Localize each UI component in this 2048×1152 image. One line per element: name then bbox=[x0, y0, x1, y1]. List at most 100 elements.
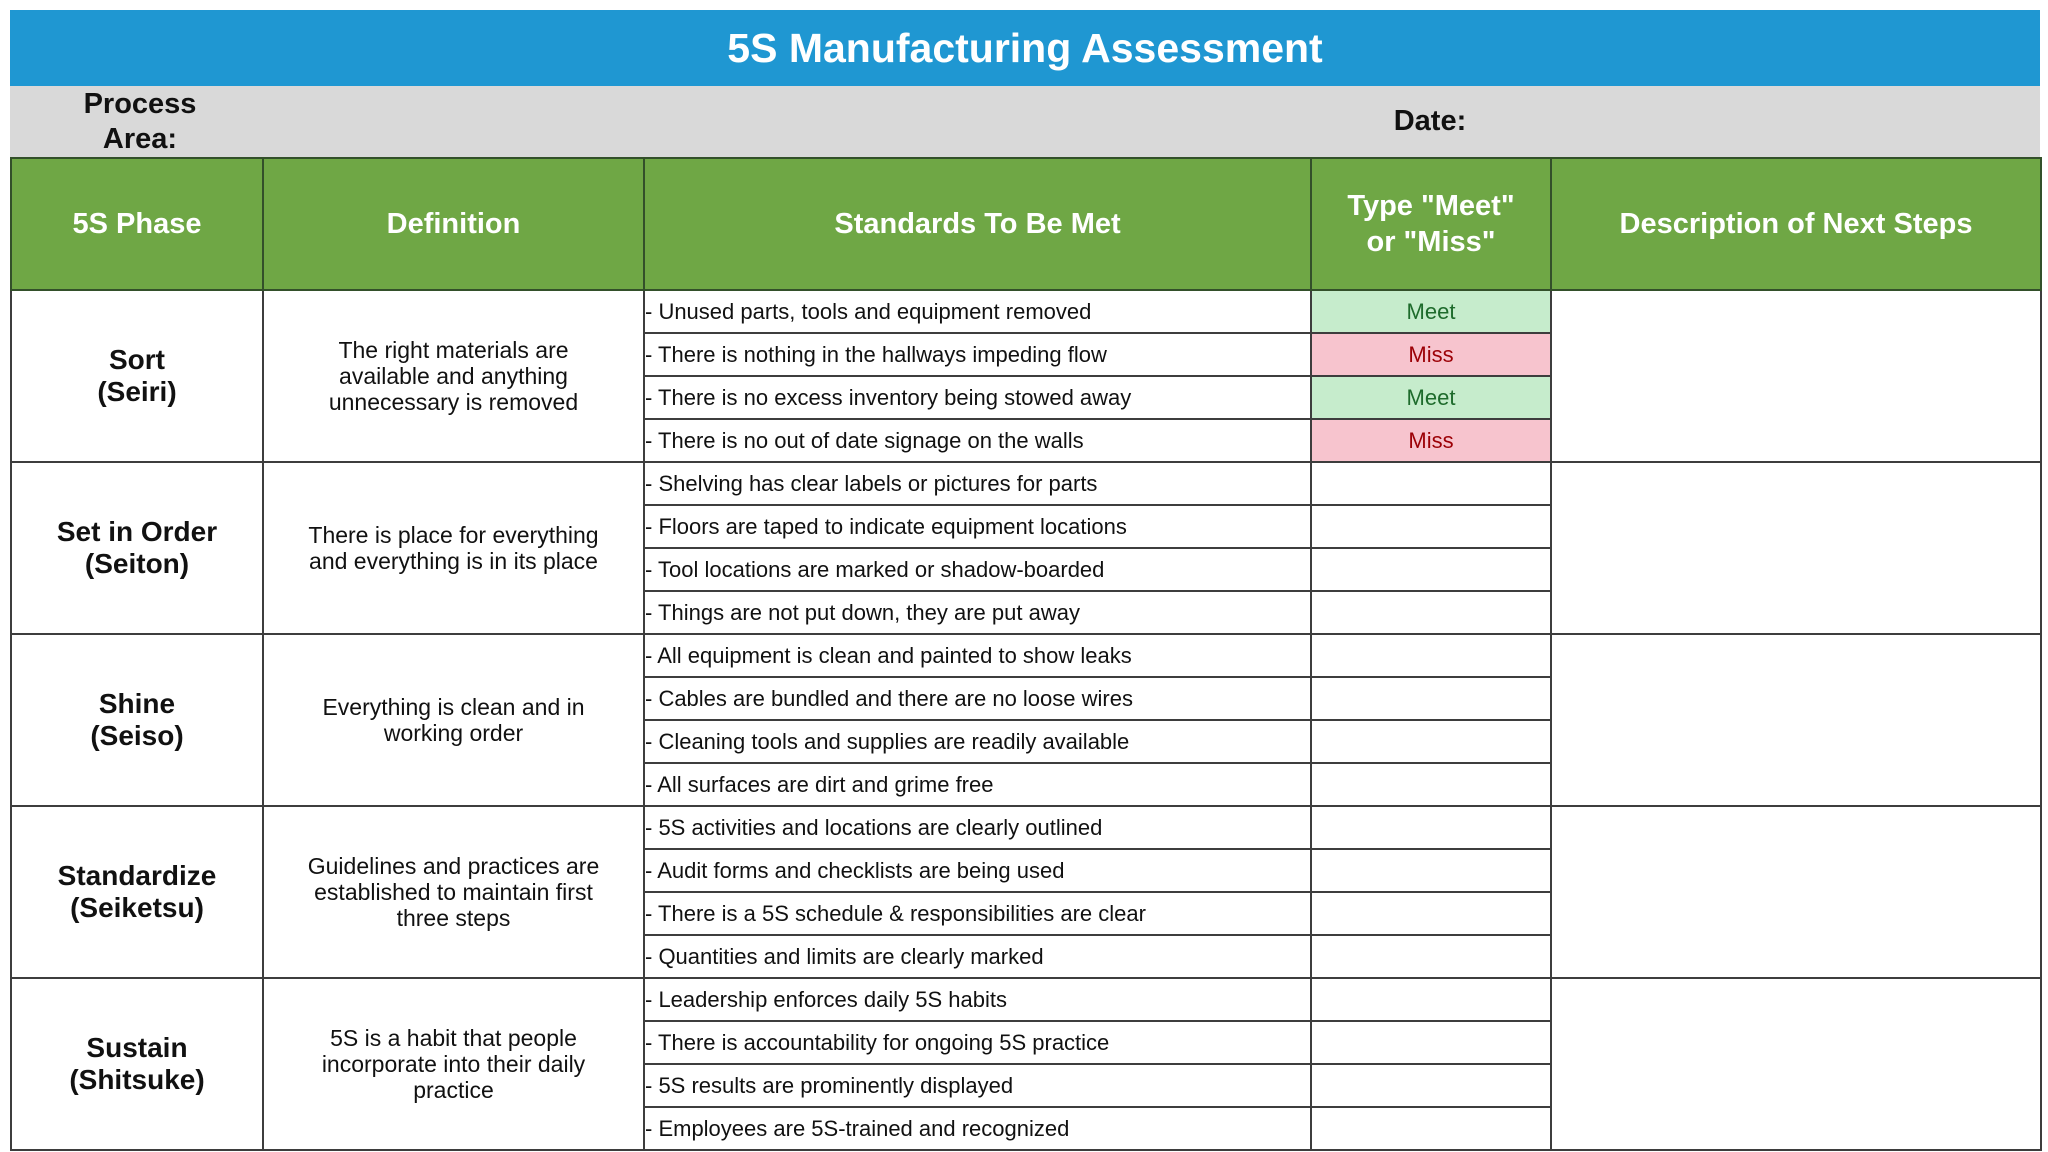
standard-cell: - Shelving has clear labels or pictures … bbox=[643, 461, 1312, 506]
definition-line: working order bbox=[383, 720, 524, 746]
table-row: Set in Order (Seiton) There is place for e… bbox=[10, 461, 2042, 635]
definition-line: and everything is in its place bbox=[309, 548, 598, 574]
standard-cell: - Employees are 5S-trained and recognize… bbox=[643, 1106, 1312, 1151]
standard-cell: - 5S results are prominently displayed bbox=[643, 1063, 1312, 1108]
table-row: - Tool locations are marked or shadow-bo… bbox=[11, 547, 2041, 592]
definition-cell: Everything is clean and in working order bbox=[262, 633, 645, 807]
header-definition: Definition bbox=[262, 157, 645, 291]
meet-miss-cell[interactable] bbox=[1310, 762, 1552, 807]
definition-cell: The right materials are available and any… bbox=[262, 289, 645, 463]
definition-line: three steps bbox=[396, 905, 511, 931]
meet-miss-cell[interactable] bbox=[1310, 934, 1552, 979]
definition-line: practice bbox=[413, 1077, 494, 1103]
definition-line: available and anything bbox=[339, 363, 568, 389]
meet-miss-cell[interactable] bbox=[1310, 504, 1552, 549]
definition-cell: Guidelines and practices are established … bbox=[262, 805, 645, 979]
meet-miss-cell[interactable]: Meet bbox=[1310, 289, 1552, 334]
meet-miss-cell[interactable] bbox=[1310, 719, 1552, 764]
table-row: Shine (Seiso) Everything is clean and in wo… bbox=[10, 633, 2042, 807]
phase-name-line2: (Seiri) bbox=[97, 376, 177, 407]
next-steps-cell[interactable] bbox=[1550, 289, 2042, 463]
meet-miss-cell[interactable] bbox=[1310, 633, 1552, 678]
table-row: - Quantities and limits are clearly mark… bbox=[11, 934, 2041, 979]
standard-cell: - Audit forms and checklists are being u… bbox=[643, 848, 1312, 893]
definition-line: The right materials are bbox=[338, 337, 569, 363]
meet-miss-cell[interactable] bbox=[1310, 1020, 1552, 1065]
phase-cell: Sort (Seiri) bbox=[10, 289, 264, 463]
standard-cell: - There is a 5S schedule & responsibilit… bbox=[643, 891, 1312, 936]
header-next-steps: Description of Next Steps bbox=[1550, 157, 2042, 291]
definition-line: 5S is a habit that people bbox=[330, 1025, 577, 1051]
table-row: - Audit forms and checklists are being u… bbox=[11, 848, 2041, 893]
next-steps-cell[interactable] bbox=[1550, 461, 2042, 635]
standard-cell: - There is nothing in the hallways imped… bbox=[643, 332, 1312, 377]
phase-cell: Sustain (Shitsuke) bbox=[10, 977, 264, 1151]
header-type: Type "Meet" or "Miss" bbox=[1310, 157, 1552, 291]
header-row: 5S Phase Definition Standards To Be Met … bbox=[10, 157, 2042, 291]
standard-cell: - Unused parts, tools and equipment remo… bbox=[643, 289, 1312, 334]
phase-name-line2: (Seiso) bbox=[90, 720, 184, 751]
standard-cell: - All equipment is clean and painted to … bbox=[643, 633, 1312, 678]
phase-name-line2: (Seiton) bbox=[84, 548, 190, 579]
phase-name-line2: (Seiketsu) bbox=[70, 892, 204, 923]
table-body: Sort (Seiri) The right materials are availa… bbox=[10, 289, 2042, 1151]
definition-cell: There is place for everything and everyth… bbox=[262, 461, 645, 635]
process-area-label-line1: Process bbox=[83, 88, 197, 120]
meet-miss-cell[interactable] bbox=[1310, 977, 1552, 1022]
process-area-label-line2: Area: bbox=[102, 123, 178, 155]
table-row: Sustain (Shitsuke) 5S is a habit that peop… bbox=[10, 977, 2042, 1151]
table-row: - There is no out of date signage on the… bbox=[11, 418, 2041, 463]
meet-miss-cell[interactable] bbox=[1310, 590, 1552, 635]
header-phase: 5S Phase bbox=[10, 157, 264, 291]
table-row: - Floors are taped to indicate equipment… bbox=[11, 504, 2041, 549]
standard-cell: - Quantities and limits are clearly mark… bbox=[643, 934, 1312, 979]
meet-miss-cell[interactable] bbox=[1310, 848, 1552, 893]
meet-miss-cell[interactable] bbox=[1310, 805, 1552, 850]
header-standards: Standards To Be Met bbox=[643, 157, 1312, 291]
date-label: Date: bbox=[1393, 105, 1467, 137]
assessment-table: 5S Phase Definition Standards To Be Met … bbox=[10, 157, 2042, 1151]
table-row: - There is nothing in the hallways imped… bbox=[11, 332, 2041, 377]
standard-cell: - Floors are taped to indicate equipment… bbox=[643, 504, 1312, 549]
standard-cell: - 5S activities and locations are clearl… bbox=[643, 805, 1312, 850]
standard-cell: - Leadership enforces daily 5S habits bbox=[643, 977, 1312, 1022]
phase-cell: Set in Order (Seiton) bbox=[10, 461, 264, 635]
header-type-line2: or "Miss" bbox=[1366, 226, 1496, 258]
meet-miss-cell[interactable] bbox=[1310, 547, 1552, 592]
table-row: Sort (Seiri) The right materials are availa… bbox=[10, 289, 2042, 463]
definition-line: Everything is clean and in bbox=[322, 694, 585, 720]
table-row: - Employees are 5S-trained and recognize… bbox=[11, 1106, 2041, 1151]
phase-name-line1: Sort bbox=[109, 344, 165, 375]
phase-name-line2: (Shitsuke) bbox=[69, 1064, 205, 1095]
definition-line: established to maintain first bbox=[314, 879, 593, 905]
table-row: - All surfaces are dirt and grime free bbox=[11, 762, 2041, 807]
table-row: Standardize (Seiketsu) Guidelines and prac… bbox=[10, 805, 2042, 979]
table-row: - Things are not put down, they are put … bbox=[11, 590, 2041, 635]
standard-cell: - All surfaces are dirt and grime free bbox=[643, 762, 1312, 807]
definition-line: unnecessary is removed bbox=[328, 389, 579, 415]
standard-cell: - There is no excess inventory being sto… bbox=[643, 375, 1312, 420]
meet-miss-cell[interactable] bbox=[1310, 891, 1552, 936]
table-row: - There is a 5S schedule & responsibilit… bbox=[11, 891, 2041, 936]
standard-cell: - Tool locations are marked or shadow-bo… bbox=[643, 547, 1312, 592]
standard-cell: - Cables are bundled and there are no lo… bbox=[643, 676, 1312, 721]
phase-name-line1: Set in Order bbox=[56, 516, 218, 547]
table-row: - Cleaning tools and supplies are readil… bbox=[11, 719, 2041, 764]
meet-miss-cell[interactable]: Miss bbox=[1310, 418, 1552, 463]
meet-miss-cell[interactable] bbox=[1310, 1106, 1552, 1151]
table-row: - 5S results are prominently displayed bbox=[11, 1063, 2041, 1108]
next-steps-cell[interactable] bbox=[1550, 805, 2042, 979]
next-steps-cell[interactable] bbox=[1550, 977, 2042, 1151]
meet-miss-cell[interactable] bbox=[1310, 461, 1552, 506]
meet-miss-cell[interactable]: Meet bbox=[1310, 375, 1552, 420]
standard-cell: - Cleaning tools and supplies are readil… bbox=[643, 719, 1312, 764]
meet-miss-cell[interactable]: Miss bbox=[1310, 332, 1552, 377]
table-row: - Cables are bundled and there are no lo… bbox=[11, 676, 2041, 721]
meet-miss-cell[interactable] bbox=[1310, 676, 1552, 721]
definition-line: There is place for everything bbox=[308, 522, 599, 548]
next-steps-cell[interactable] bbox=[1550, 633, 2042, 807]
standard-cell: - Things are not put down, they are put … bbox=[643, 590, 1312, 635]
meet-miss-cell[interactable] bbox=[1310, 1063, 1552, 1108]
standard-cell: - There is no out of date signage on the… bbox=[643, 418, 1312, 463]
